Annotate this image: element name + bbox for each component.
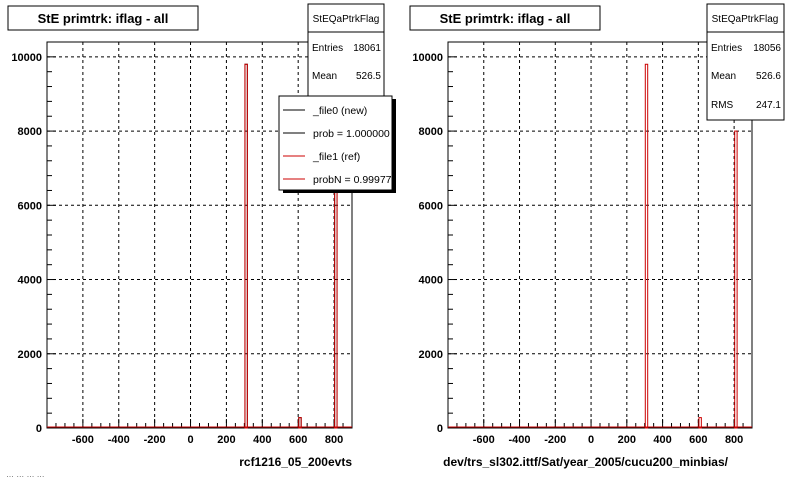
right-title-box xyxy=(409,5,601,31)
footer-note: … … … … xyxy=(6,470,45,479)
right-stats-mean-value: 526.6 xyxy=(756,71,781,82)
right-y-tick-labels: 0 2000 4000 6000 8000 10000 xyxy=(412,52,443,435)
left-grid xyxy=(47,42,352,428)
left-legend-entry-file1: _file1 (ref) xyxy=(312,151,360,163)
left-y-tick-label: 4000 xyxy=(18,275,42,287)
right-x-tick-label: 600 xyxy=(689,434,707,446)
right-x-tick-label: 0 xyxy=(588,434,594,446)
left-x-axis-label: rcf1216_05_200evts xyxy=(239,455,352,469)
right-x-tick-label: 200 xyxy=(618,434,636,446)
left-y-tick-label: 8000 xyxy=(18,126,42,138)
left-stats-entries-label: Entries xyxy=(312,43,343,54)
right-stats-rms-value: 247.1 xyxy=(756,100,781,111)
right-x-tick-label: 800 xyxy=(725,434,743,446)
right-stats-entries-value: 18056 xyxy=(753,43,781,54)
left-title-box xyxy=(7,5,199,31)
right-y-tick-label: 2000 xyxy=(419,349,443,361)
left-axes xyxy=(46,41,353,429)
right-y-tick-label: 10000 xyxy=(412,52,443,64)
left-x-tick-label: 600 xyxy=(289,434,307,446)
right-x-axis-label: dev/trs_sl302.ittf/Sat/year_2005/cucu200… xyxy=(443,455,728,469)
right-bar-310 xyxy=(644,63,649,429)
left-legend: _file0 (new) prob = 1.000000 _file1 (ref… xyxy=(278,95,396,193)
right-plot-frame xyxy=(447,41,753,429)
left-histogram-panel: 0 2000 4000 6000 8000 10000 -600 -400 -200 0 200 4… xyxy=(7,3,396,469)
left-bar-310 xyxy=(244,63,248,429)
right-bar-810 xyxy=(734,130,738,429)
left-chart-title: StE primtrk: iflag - all xyxy=(38,11,169,26)
right-histogram-panel: 0 2000 4000 6000 8000 10000 -600 -400 -200 0 200 4… xyxy=(409,3,785,469)
right-grid xyxy=(448,42,752,428)
left-x-tick-label: -200 xyxy=(144,434,166,446)
left-x-tick-label: 200 xyxy=(217,434,235,446)
right-x-tick-label: -200 xyxy=(544,434,566,446)
right-axes xyxy=(447,41,753,429)
left-stats-mean-label: Mean xyxy=(312,71,337,82)
right-y-tick-label: 8000 xyxy=(419,126,443,138)
left-x-tick-labels: -600 -400 -200 0 200 400 600 800 xyxy=(72,434,343,446)
right-x-tick-label: -400 xyxy=(509,434,531,446)
right-bars xyxy=(448,63,752,429)
left-y-tick-labels: 0 2000 4000 6000 8000 10000 xyxy=(11,52,42,435)
left-legend-entry-probn: probN = 0.99977 xyxy=(313,174,392,186)
right-chart-title: StE primtrk: iflag - all xyxy=(440,11,571,26)
right-stats-box: StEQaPtrkFlag Entries 18056 Mean 526.6 R… xyxy=(706,3,785,121)
right-stats-rms-label: RMS xyxy=(711,100,734,111)
left-y-tick-label: 2000 xyxy=(18,349,42,361)
right-x-tick-label: -600 xyxy=(473,434,495,446)
right-stats-entries-label: Entries xyxy=(711,43,742,54)
left-x-tick-label: 400 xyxy=(253,434,271,446)
right-y-tick-label: 6000 xyxy=(419,200,443,212)
right-stats-mean-label: Mean xyxy=(711,71,736,82)
left-stats-name: StEQaPtrkFlag xyxy=(313,14,380,25)
left-y-tick-label: 10000 xyxy=(11,52,42,64)
left-y-tick-label: 0 xyxy=(36,423,42,435)
left-stats-entries-value: 18061 xyxy=(353,43,381,54)
right-stats-name: StEQaPtrkFlag xyxy=(712,14,779,25)
left-x-tick-label: 800 xyxy=(325,434,343,446)
left-x-tick-label: -400 xyxy=(108,434,130,446)
right-y-tick-label: 0 xyxy=(437,423,443,435)
left-x-tick-label: 0 xyxy=(187,434,193,446)
left-y-tick-label: 6000 xyxy=(18,200,42,212)
left-x-tick-label: -600 xyxy=(72,434,94,446)
left-bar-610 xyxy=(298,417,302,429)
left-legend-entry-file0: _file0 (new) xyxy=(312,105,367,117)
left-legend-entry-prob: prob = 1.000000 xyxy=(313,128,390,140)
right-y-tick-label: 4000 xyxy=(419,275,443,287)
right-x-tick-labels: -600 -400 -200 0 200 400 600 800 xyxy=(473,434,744,446)
right-bar-610 xyxy=(698,417,702,429)
left-stats-mean-value: 526.5 xyxy=(356,71,381,82)
right-x-tick-label: 400 xyxy=(653,434,671,446)
